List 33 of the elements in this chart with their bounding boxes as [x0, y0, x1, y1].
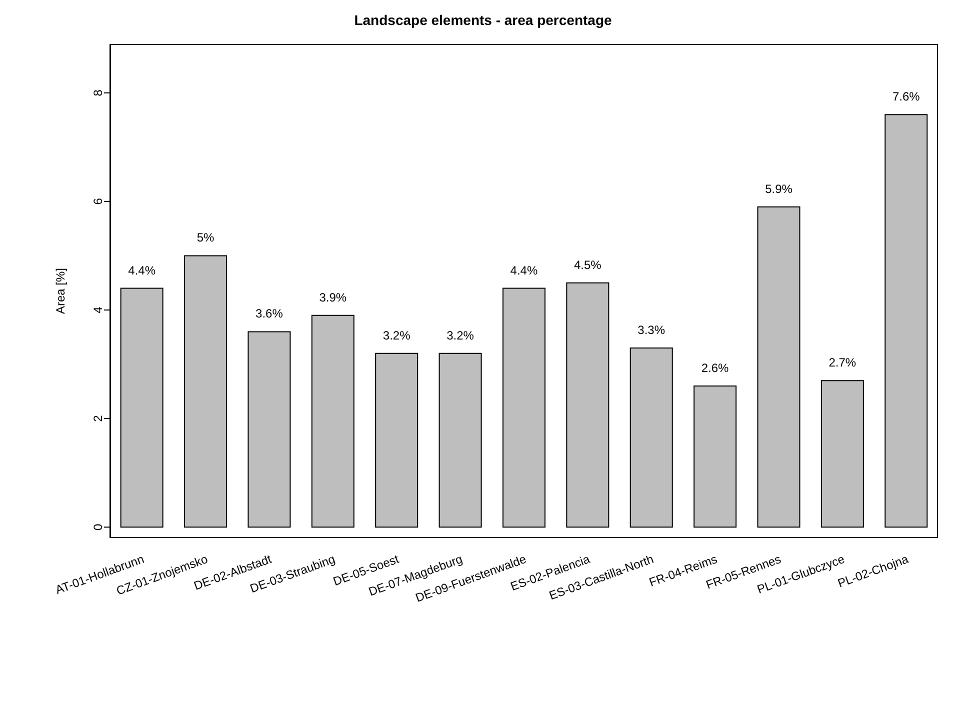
y-tick-label: 6	[91, 198, 105, 205]
data-label: 4.4%	[128, 263, 156, 278]
data-label: 4.5%	[574, 258, 602, 272]
data-label: 5.9%	[765, 182, 793, 196]
bar	[311, 314, 354, 528]
data-label: 4.4%	[510, 263, 538, 278]
data-label: 3.2%	[382, 328, 411, 342]
bar	[694, 386, 737, 528]
data-label: 5%	[196, 230, 215, 245]
bar	[502, 288, 546, 528]
bar	[820, 380, 864, 528]
bar	[884, 114, 928, 528]
y-tick-label: 0	[91, 523, 105, 530]
bar	[248, 331, 291, 528]
chart-title: Landscape elements - area percentage	[353, 12, 613, 28]
y-tick-label: 4	[91, 306, 105, 314]
bar	[757, 206, 800, 528]
data-label: 3.9%	[319, 290, 347, 304]
bar	[438, 352, 482, 528]
data-label: 2.7%	[828, 356, 856, 370]
bar	[184, 255, 228, 528]
y-tick-label: 2	[91, 414, 105, 422]
y-axis-title: Area [%]	[53, 268, 68, 314]
bar	[566, 282, 610, 528]
y-tick-label: 8	[91, 89, 105, 96]
bar	[120, 288, 164, 528]
data-label: 3.2%	[446, 328, 474, 342]
bar	[630, 348, 673, 528]
bar	[375, 352, 418, 528]
data-label: 3.3%	[638, 323, 666, 337]
data-label: 7.6%	[892, 90, 920, 104]
data-label: 3.6%	[256, 306, 284, 321]
data-label: 2.6%	[701, 361, 730, 375]
